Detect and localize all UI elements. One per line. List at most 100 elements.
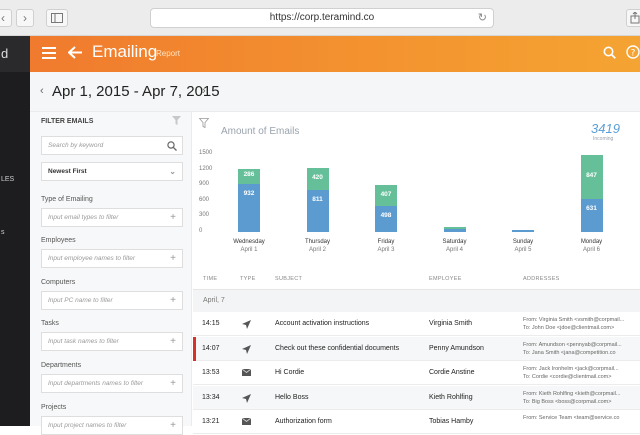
forward-button[interactable]: › [16,9,34,27]
hamburger-icon[interactable] [42,47,56,59]
y-tick-label: 0 [199,228,203,234]
filter-icon[interactable] [172,116,181,125]
column-header[interactable]: TYPE [240,276,256,282]
chart-bar[interactable] [443,226,466,232]
emails-chart: Amount of Emails 3419 Incoming 1500 1200 9… [193,112,640,268]
page-subtitle: Report [156,49,181,58]
column-header[interactable]: SUBJECT [275,276,303,282]
back-button[interactable]: ‹ [0,9,12,27]
chevron-right-icon: › [23,11,27,25]
department-filter-input[interactable]: Input departments names to filter + [41,374,183,393]
from-address: From: Virginia Smith <vsmith@corpmail... [523,317,625,323]
prev-range-icon[interactable]: ‹ [40,85,44,97]
bar-segment: 811 [306,189,329,232]
x-axis-date-label: April 2 [308,247,326,253]
table-row[interactable]: 14:15 Account activation instructions Virg… [193,312,640,336]
filter-group-label: Tasks [41,320,59,327]
filter-title: FILTER EMAILS [41,118,94,125]
filter-icon[interactable] [199,118,209,128]
page-header: Emailing Report ? [30,36,640,72]
total-count: 3419 [591,121,620,136]
bar-segment: 498 [375,206,397,232]
column-header[interactable]: TIME [203,276,218,282]
sort-select[interactable]: Newest First ⌄ [41,162,183,181]
y-tick-label: 1500 [199,150,213,156]
sidebar-toggle-button[interactable] [46,9,68,27]
bar-segment [443,228,466,232]
total-label: Incoming [593,136,614,142]
chart-bar[interactable]: 932 286 [238,168,260,232]
plus-icon[interactable]: + [170,295,176,306]
y-tick-label: 900 [199,181,210,188]
plus-icon[interactable]: + [170,253,176,264]
time-cell: 13:34 [202,393,220,401]
addresses-cell: From: Virginia Smith <vsmith@corpmail...… [523,316,624,332]
share-icon [630,11,640,24]
chart-bar[interactable] [512,229,534,232]
to-address: To: Cordie <cordie@clientmail.com> [523,374,612,380]
send-icon [242,320,251,331]
bar-segment: 631 [580,199,603,232]
sidebar-item[interactable]: s [1,229,5,236]
subject-cell: Authorization form [275,418,332,425]
reload-icon[interactable]: ↻ [477,12,487,24]
x-axis-day-label: Friday [377,239,395,245]
bar-segment: 407 [375,184,397,207]
y-tick-label: 1200 [199,165,213,172]
email-type-filter-input[interactable]: Input email types to filter + [41,208,183,227]
employee-filter-input[interactable]: Input employee names to filter + [41,249,183,268]
plus-icon[interactable]: + [170,212,176,223]
chart-bar[interactable]: 811 420 [306,167,329,232]
filter-group-label: Departments [41,362,82,369]
flag-marker [193,336,196,361]
help-icon[interactable]: ? [626,45,640,59]
x-axis-date-label: April 1 [240,247,258,253]
date-range-label[interactable]: Apr 1, 2015 - Apr 7, 2015 [52,83,220,100]
search-icon [167,141,177,151]
envelope-icon [241,417,252,427]
addresses-cell: From: Jack Ironhelm <jack@corpmail... To:… [523,365,619,381]
computer-filter-input[interactable]: Input PC name to filter + [41,291,183,310]
table-row[interactable]: 13:21 Authorization form Tobias Hamby From:… [193,410,640,434]
filter-group-label: Computers [41,279,76,286]
table-header: TIME TYPE SUBJECT EMPLOYEE ADDRESSES [193,268,640,290]
plus-icon[interactable]: + [170,378,176,389]
filter-group-label: Employees [41,237,76,244]
to-address: To: John Doe <jdoe@clientmail.com> [523,325,615,331]
table-row[interactable]: 13:53 Hi Cordie Cordie Anstine From: Jack I… [193,361,640,385]
chart-bar[interactable]: 631 847 [580,155,603,232]
column-header[interactable]: EMPLOYEE [429,276,462,282]
time-cell: 14:07 [202,344,220,352]
column-header[interactable]: ADDRESSES [523,276,560,282]
next-range-icon[interactable]: › [202,85,206,97]
address-bar[interactable]: https://corp.teramind.co ↻ [150,8,494,28]
page-title: Emailing [92,42,158,61]
keyword-search-input[interactable]: Search by keyword [41,136,183,155]
share-button[interactable] [626,9,640,27]
employee-cell: Tobias Hamby [429,418,474,425]
employee-cell: Penny Amundson [429,344,484,352]
from-address: From: Amundson <pennyab@corpmail... [523,341,622,348]
filter-panel: FILTER EMAILS Search by keyword Newest F… [30,112,192,435]
bar-segment: 420 [306,167,329,190]
table-row[interactable]: 13:34 Hello Boss Kieth Rohlfing From: Kieth… [193,385,640,410]
plus-icon[interactable]: + [170,336,176,347]
x-axis-date-label: April 3 [377,247,395,253]
search-icon[interactable] [603,46,616,59]
chevron-left-icon: ‹ [1,11,5,25]
bar-segment [512,229,534,232]
task-filter-input[interactable]: Input task names to filter + [41,332,183,351]
time-cell: 14:15 [202,320,220,327]
sidebar-item[interactable]: LES [1,176,15,183]
chart-bar[interactable]: 498 407 [375,184,397,232]
from-address: From: Jack Ironhelm <jack@corpmail... [523,366,619,372]
x-axis-day-label: Thursday [304,239,330,245]
subject-cell: Hello Boss [275,393,309,401]
app-logo[interactable]: d [0,36,30,72]
arrow-left-icon[interactable] [68,46,83,59]
table-row[interactable]: 14:07 Check out these confidential docume… [193,336,640,361]
date-range-bar: ‹ Apr 1, 2015 - Apr 7, 2015 › [30,72,640,112]
x-axis-day-label: Sunday [512,239,534,245]
filter-group-label: Projects [41,404,67,411]
x-axis-day-label: Saturday [442,239,467,245]
